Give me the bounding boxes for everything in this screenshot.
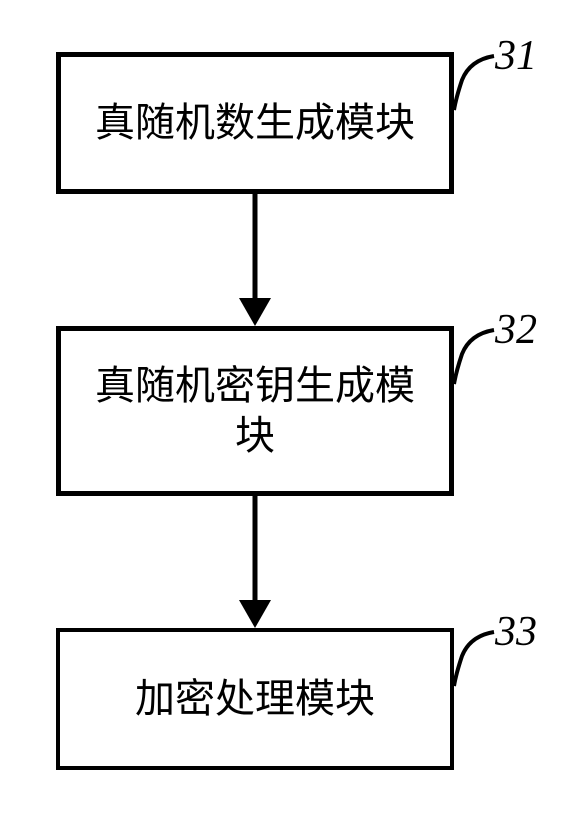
node-label: 真随机密钥生成模块 bbox=[95, 361, 415, 461]
node-true-random-key-generator: 真随机密钥生成模块 bbox=[56, 326, 454, 496]
leader-31 bbox=[454, 56, 494, 110]
ref-label-33: 33 bbox=[495, 608, 537, 656]
ref-label-31: 31 bbox=[495, 32, 537, 80]
flowchart-canvas: 真随机数生成模块 真随机密钥生成模块 加密处理模块 31 32 33 bbox=[0, 0, 584, 816]
node-label: 真随机数生成模块 bbox=[95, 98, 415, 148]
ref-label-32: 32 bbox=[495, 306, 537, 354]
node-encryption-processor: 加密处理模块 bbox=[56, 628, 454, 770]
node-label: 加密处理模块 bbox=[135, 674, 375, 724]
edge-n31-n32 bbox=[239, 194, 271, 326]
node-true-random-number-generator: 真随机数生成模块 bbox=[56, 52, 454, 194]
edge-n32-n33 bbox=[239, 496, 271, 628]
leader-33 bbox=[454, 632, 494, 686]
leader-32 bbox=[454, 330, 494, 384]
